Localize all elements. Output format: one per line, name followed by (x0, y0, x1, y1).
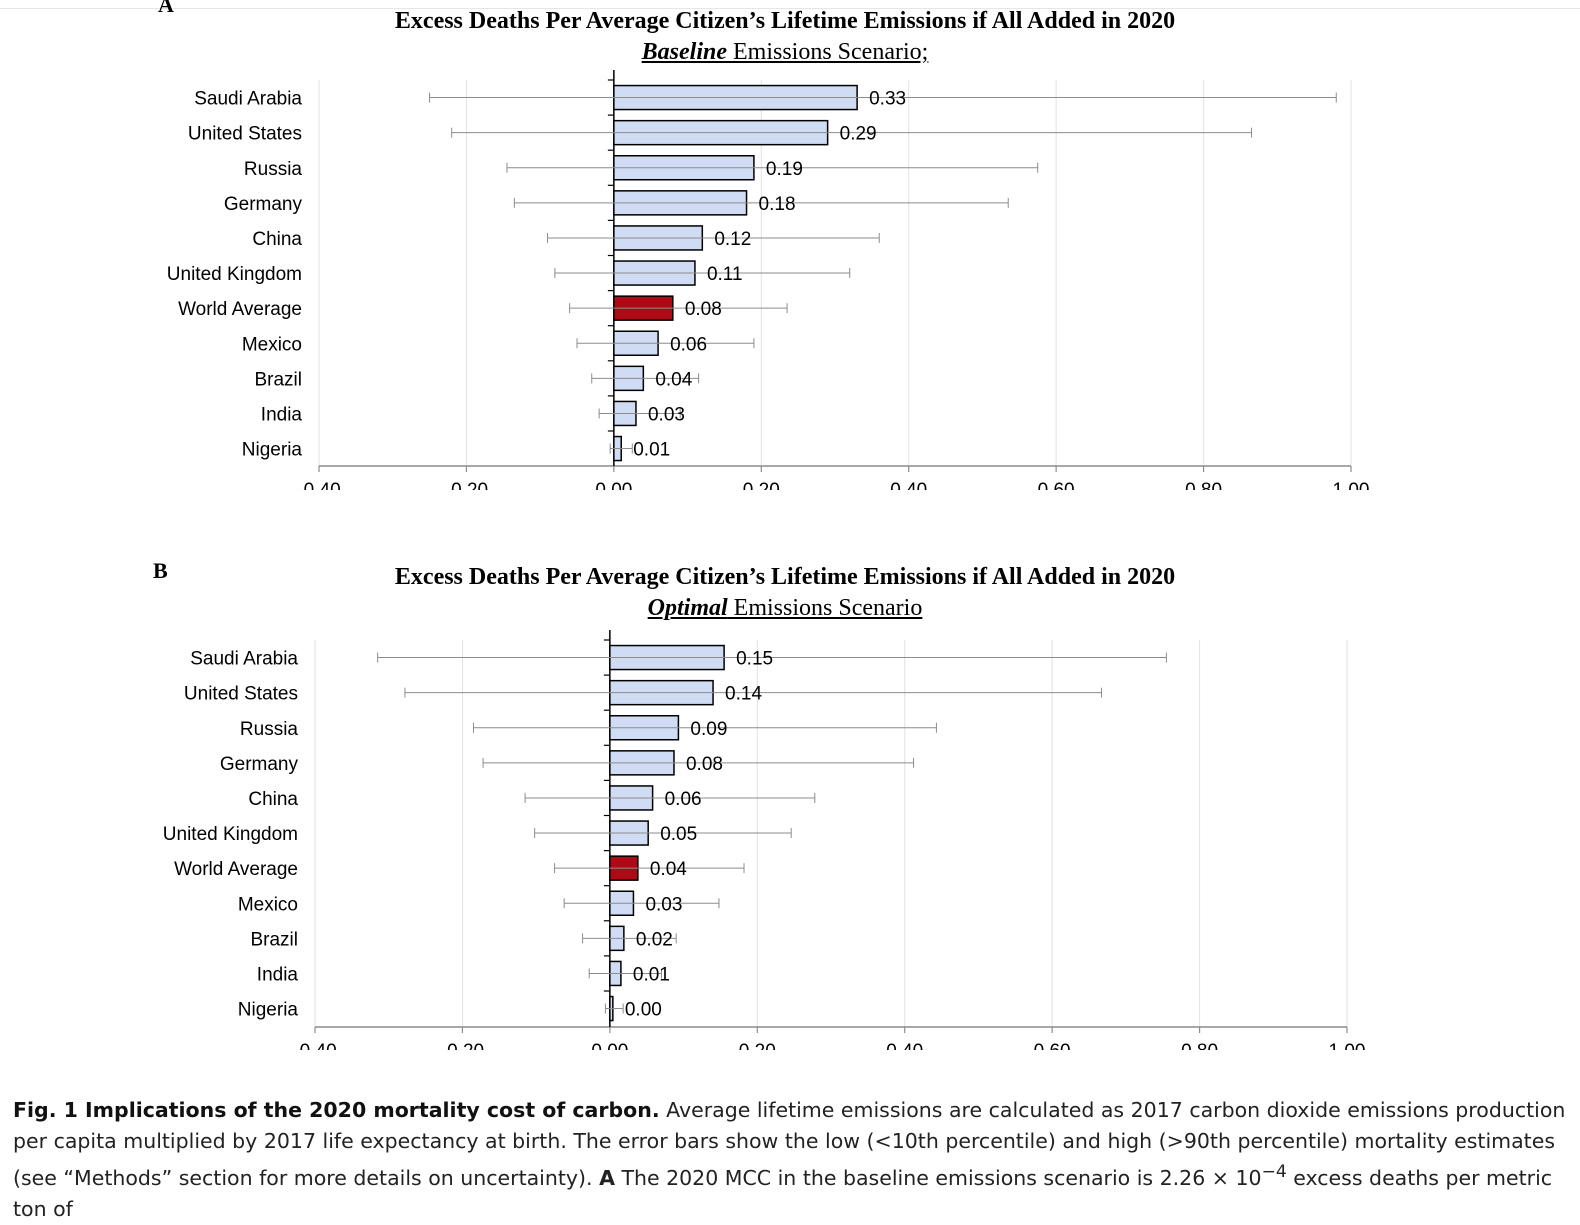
scenario-name-a: Baseline (641, 39, 727, 65)
x-tick-label-b-2: 0.00 (591, 1041, 628, 1050)
value-label-a-10: 0.01 (633, 440, 670, 461)
category-label-b-0: Saudi Arabia (190, 649, 298, 670)
value-label-a-1: 0.29 (840, 124, 877, 145)
caption-exponent: −4 (1261, 1162, 1287, 1182)
scenario-suffix-b: Emissions Scenario (727, 595, 923, 621)
x-tick-label-b-6: 0.80 (1181, 1041, 1218, 1050)
category-label-a-4: China (252, 229, 302, 250)
x-tick-label-a-1: -0.20 (445, 480, 488, 490)
category-label-b-8: Brazil (250, 929, 298, 950)
category-label-b-4: China (248, 789, 298, 810)
category-label-b-3: Germany (220, 754, 299, 775)
category-label-b-6: World Average (174, 859, 298, 880)
x-tick-label-a-0: -0.40 (297, 480, 340, 490)
chart-title-a: Excess Deaths Per Average Citizen’s Life… (250, 6, 1320, 68)
chart-title-b-line1: Excess Deaths Per Average Citizen’s Life… (394, 564, 1176, 590)
value-label-b-3: 0.08 (686, 754, 723, 775)
chart-title-b: Excess Deaths Per Average Citizen’s Life… (250, 562, 1320, 624)
category-label-a-3: Germany (224, 194, 303, 215)
value-label-b-4: 0.06 (665, 789, 702, 810)
value-label-b-2: 0.09 (690, 719, 727, 740)
x-tick-label-a-4: 0.40 (890, 480, 927, 490)
chart-title-a-line1: Excess Deaths Per Average Citizen’s Life… (394, 8, 1176, 34)
category-label-b-5: United Kingdom (163, 824, 298, 845)
value-label-b-7: 0.03 (645, 894, 682, 915)
value-label-a-6: 0.08 (685, 299, 722, 320)
category-label-b-2: Russia (240, 719, 299, 740)
x-tick-label-b-5: 0.60 (1034, 1041, 1071, 1050)
x-tick-label-b-0: -0.40 (293, 1041, 336, 1050)
scenario-name-b: Optimal (647, 595, 728, 621)
value-label-a-0: 0.33 (869, 89, 906, 110)
x-tick-label-b-4: 0.40 (886, 1041, 923, 1050)
category-label-a-8: Brazil (254, 369, 302, 390)
x-tick-label-b-1: -0.20 (441, 1041, 484, 1050)
value-label-b-9: 0.01 (633, 964, 670, 985)
value-label-b-5: 0.05 (660, 824, 697, 845)
value-label-a-4: 0.12 (714, 229, 751, 250)
category-label-a-9: India (261, 404, 303, 425)
caption-lead: Fig. 1 Implications of the 2020 mortalit… (13, 1098, 660, 1122)
category-label-a-5: United Kingdom (167, 264, 302, 285)
scenario-suffix-a: Emissions Scenario; (727, 39, 929, 65)
x-tick-label-a-7: 1.00 (1333, 480, 1370, 490)
category-label-a-2: Russia (244, 159, 303, 180)
top-rule (0, 8, 1580, 9)
value-label-a-8: 0.04 (655, 369, 692, 390)
value-label-a-2: 0.19 (766, 159, 803, 180)
value-label-b-8: 0.02 (636, 929, 673, 950)
value-label-a-7: 0.06 (670, 334, 707, 355)
x-tick-label-b-7: 1.00 (1329, 1041, 1366, 1050)
panel-letter-b: B (153, 558, 168, 583)
value-label-b-0: 0.15 (736, 649, 773, 670)
value-label-a-3: 0.18 (759, 194, 796, 215)
chart-b: -0.40 -0.20 0.00 0.20 0.40 0.60 0.80 1.00 Saudi … (163, 630, 1366, 1050)
value-label-a-5: 0.11 (707, 264, 743, 285)
value-label-a-9: 0.03 (648, 404, 685, 425)
panel-letter-a: A (158, 0, 174, 17)
x-tick-label-a-5: 0.60 (1038, 480, 1075, 490)
category-label-a-0: Saudi Arabia (194, 89, 302, 110)
value-label-b-6: 0.04 (650, 859, 687, 880)
caption-body: Average lifetime emissions are calculate… (13, 1098, 1566, 1190)
chart-title-b-line2: Optimal Emissions Scenario (648, 593, 923, 624)
figure-caption: Fig. 1 Implications of the 2020 mortalit… (13, 1095, 1568, 1225)
category-label-b-10: Nigeria (238, 1000, 299, 1021)
caption-tail: The 2020 MCC in the baseline emissions s… (614, 1165, 1262, 1190)
category-label-a-6: World Average (178, 299, 302, 320)
category-label-a-10: Nigeria (242, 440, 303, 461)
category-label-b-7: Mexico (238, 894, 298, 915)
category-label-a-7: Mexico (242, 334, 302, 355)
x-tick-label-b-3: 0.20 (739, 1041, 776, 1050)
x-tick-label-a-2: 0.00 (595, 480, 632, 490)
value-label-b-1: 0.14 (725, 684, 762, 705)
category-label-a-1: United States (188, 124, 302, 145)
x-tick-label-a-3: 0.20 (743, 480, 780, 490)
category-label-b-1: United States (184, 684, 298, 705)
chart-a: -0.40 -0.20 0.00 0.20 0.40 0.60 0.80 1.00 Saudi … (167, 70, 1370, 490)
chart-title-a-line2: Baseline Emissions Scenario; (642, 37, 929, 68)
caption-panel-ref: A (599, 1165, 615, 1190)
value-label-b-10: 0.00 (625, 1000, 662, 1021)
category-label-b-9: India (257, 964, 299, 985)
x-tick-label-a-6: 0.80 (1185, 480, 1222, 490)
